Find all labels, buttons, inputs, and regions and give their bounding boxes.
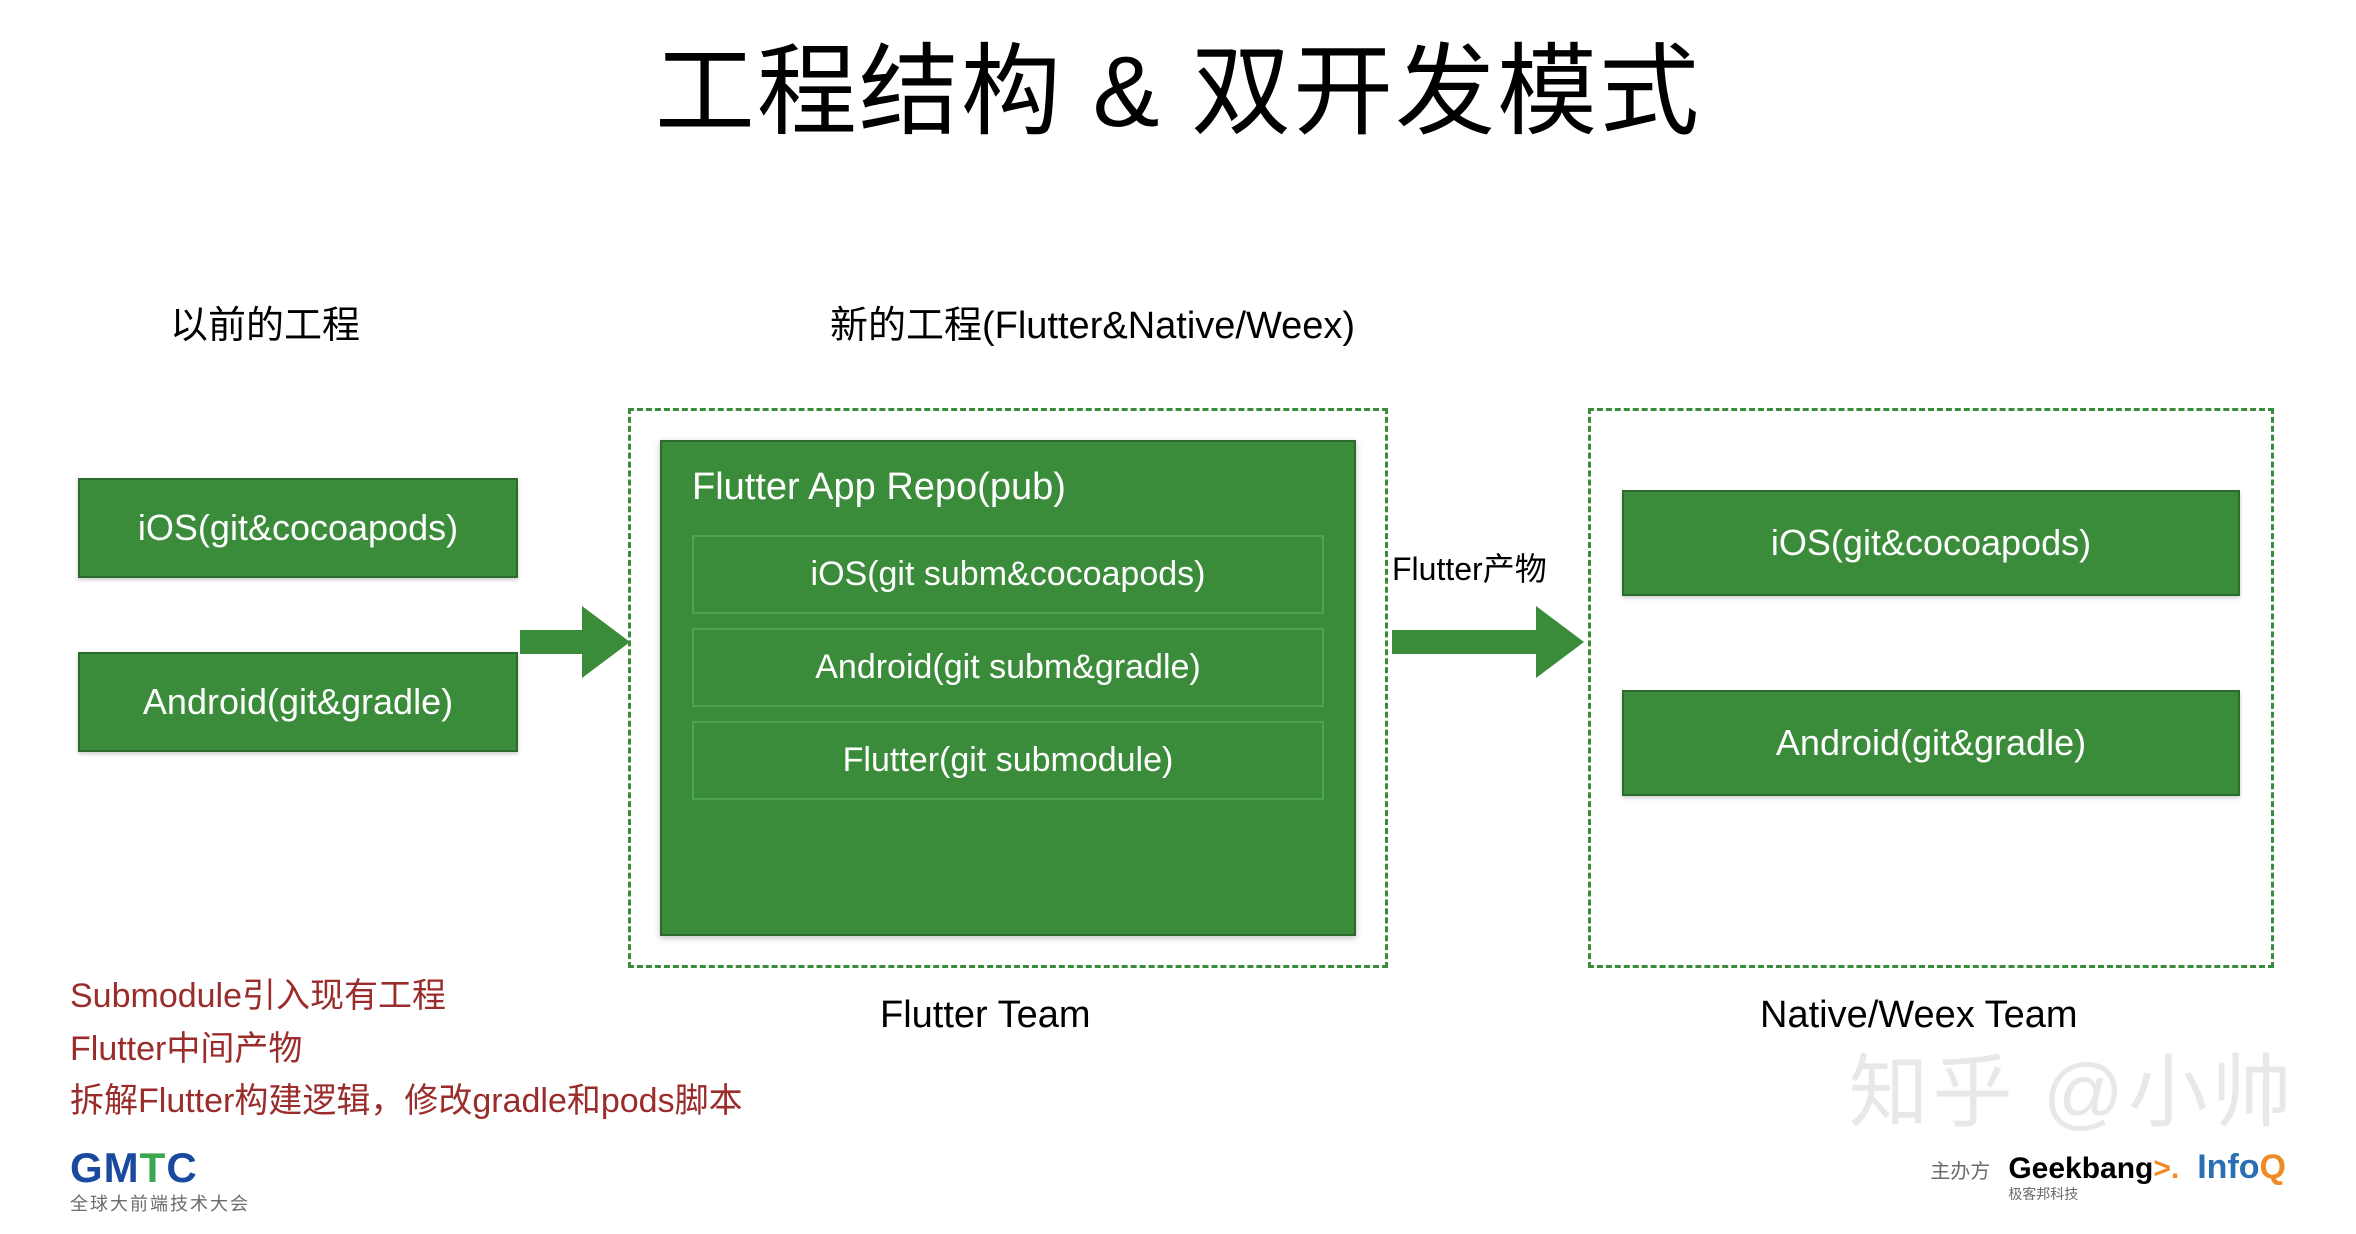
note-line-1: Submodule引入现有工程: [70, 970, 743, 1023]
watermark: 知乎 @小帅: [1849, 1028, 2296, 1144]
box-new-android: Android(git&gradle): [1622, 690, 2240, 796]
repo-sub-flutter: Flutter(git submodule): [692, 721, 1324, 800]
box-new-android-text: Android(git&gradle): [1776, 722, 2086, 764]
label-old-project: 以前的工程: [170, 294, 360, 349]
infoq-logo: InfoQ: [2197, 1148, 2286, 1187]
gmtc-subtitle: 全球大前端技术大会: [70, 1190, 250, 1216]
box-flutter-repo: Flutter App Repo(pub) iOS(git subm&cocoa…: [660, 440, 1356, 936]
footer-sponsors: 主办方 Geekbang>. 极客邦科技 InfoQ: [1930, 1148, 2286, 1204]
gmtc-logo: GMTC: [70, 1144, 250, 1192]
box-new-ios: iOS(git&cocoapods): [1622, 490, 2240, 596]
note-line-2: Flutter中间产物: [70, 1023, 743, 1076]
label-flutter-team: Flutter Team: [880, 994, 1090, 1037]
sponsor-label: 主办方: [1930, 1155, 1990, 1184]
box-old-android: Android(git&gradle): [78, 652, 518, 752]
repo-sub-android: Android(git subm&gradle): [692, 628, 1324, 707]
note-line-3: 拆解Flutter构建逻辑，修改gradle和pods脚本: [70, 1075, 743, 1128]
box-old-ios: iOS(git&cocoapods): [78, 478, 518, 578]
repo-title: Flutter App Repo(pub): [662, 442, 1354, 521]
slide-title: 工程结构 & 双开发模式: [0, 0, 2356, 155]
footer-gmtc: GMTC 全球大前端技术大会: [70, 1144, 250, 1216]
box-old-android-text: Android(git&gradle): [143, 681, 453, 723]
notes-block: Submodule引入现有工程 Flutter中间产物 拆解Flutter构建逻…: [70, 970, 743, 1128]
box-old-ios-text: iOS(git&cocoapods): [138, 507, 458, 549]
repo-sub-ios: iOS(git subm&cocoapods): [692, 535, 1324, 614]
geekbang-logo: Geekbang>. 极客邦科技: [2008, 1152, 2179, 1204]
arrow-label-flutter-output: Flutter产物: [1392, 544, 1547, 590]
box-new-ios-text: iOS(git&cocoapods): [1771, 522, 2091, 564]
label-new-project: 新的工程(Flutter&Native/Weex): [830, 294, 1355, 349]
